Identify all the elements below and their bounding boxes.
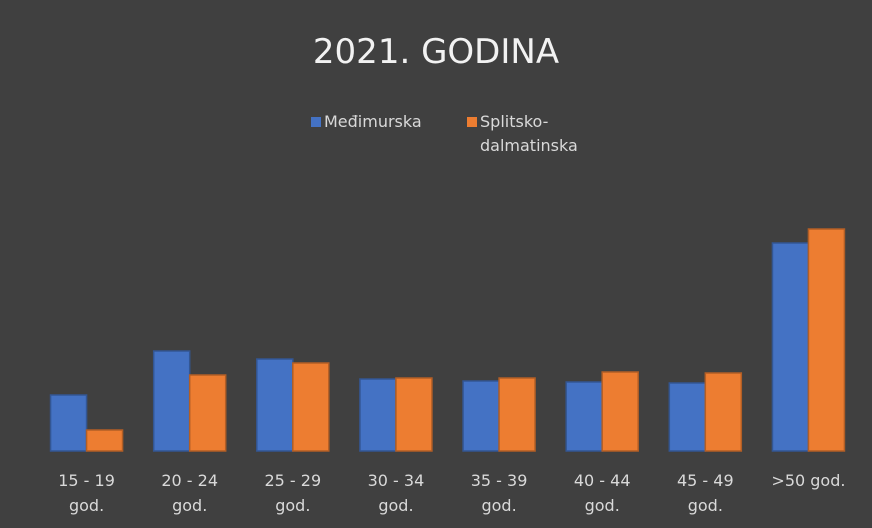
x-tick-label: 25 - 29 god. xyxy=(264,471,322,515)
x-tick-label: >50 god. xyxy=(771,471,846,490)
bar xyxy=(462,380,500,452)
legend-swatch xyxy=(311,117,321,127)
bar xyxy=(807,228,846,452)
bar xyxy=(256,358,294,452)
bar xyxy=(49,394,88,452)
x-tick-label: 40 - 44 god. xyxy=(573,471,631,515)
bar xyxy=(395,377,433,452)
bar xyxy=(771,242,810,452)
legend-swatch xyxy=(467,117,477,127)
x-tick-label: 35 - 39 god. xyxy=(470,471,528,515)
bar xyxy=(359,378,397,452)
x-tick-label: 20 - 24 god. xyxy=(161,471,219,515)
bar xyxy=(152,350,191,452)
bar xyxy=(292,362,330,452)
x-tick-label: 30 - 34 god. xyxy=(367,471,425,515)
x-tick-label: 15 - 19 god. xyxy=(58,471,115,515)
x-tick-label: 45 - 49 god. xyxy=(676,471,734,515)
bar xyxy=(601,371,639,452)
bar xyxy=(85,429,124,452)
bar xyxy=(668,382,707,452)
legend-label: Splitsko-dalmatinska xyxy=(480,112,578,155)
bar xyxy=(704,372,743,452)
chart-title: 2021. GODINA xyxy=(312,32,560,72)
legend-label: Međimurska xyxy=(324,112,422,131)
bar xyxy=(188,374,227,452)
bar xyxy=(565,381,603,452)
bar xyxy=(498,377,536,452)
